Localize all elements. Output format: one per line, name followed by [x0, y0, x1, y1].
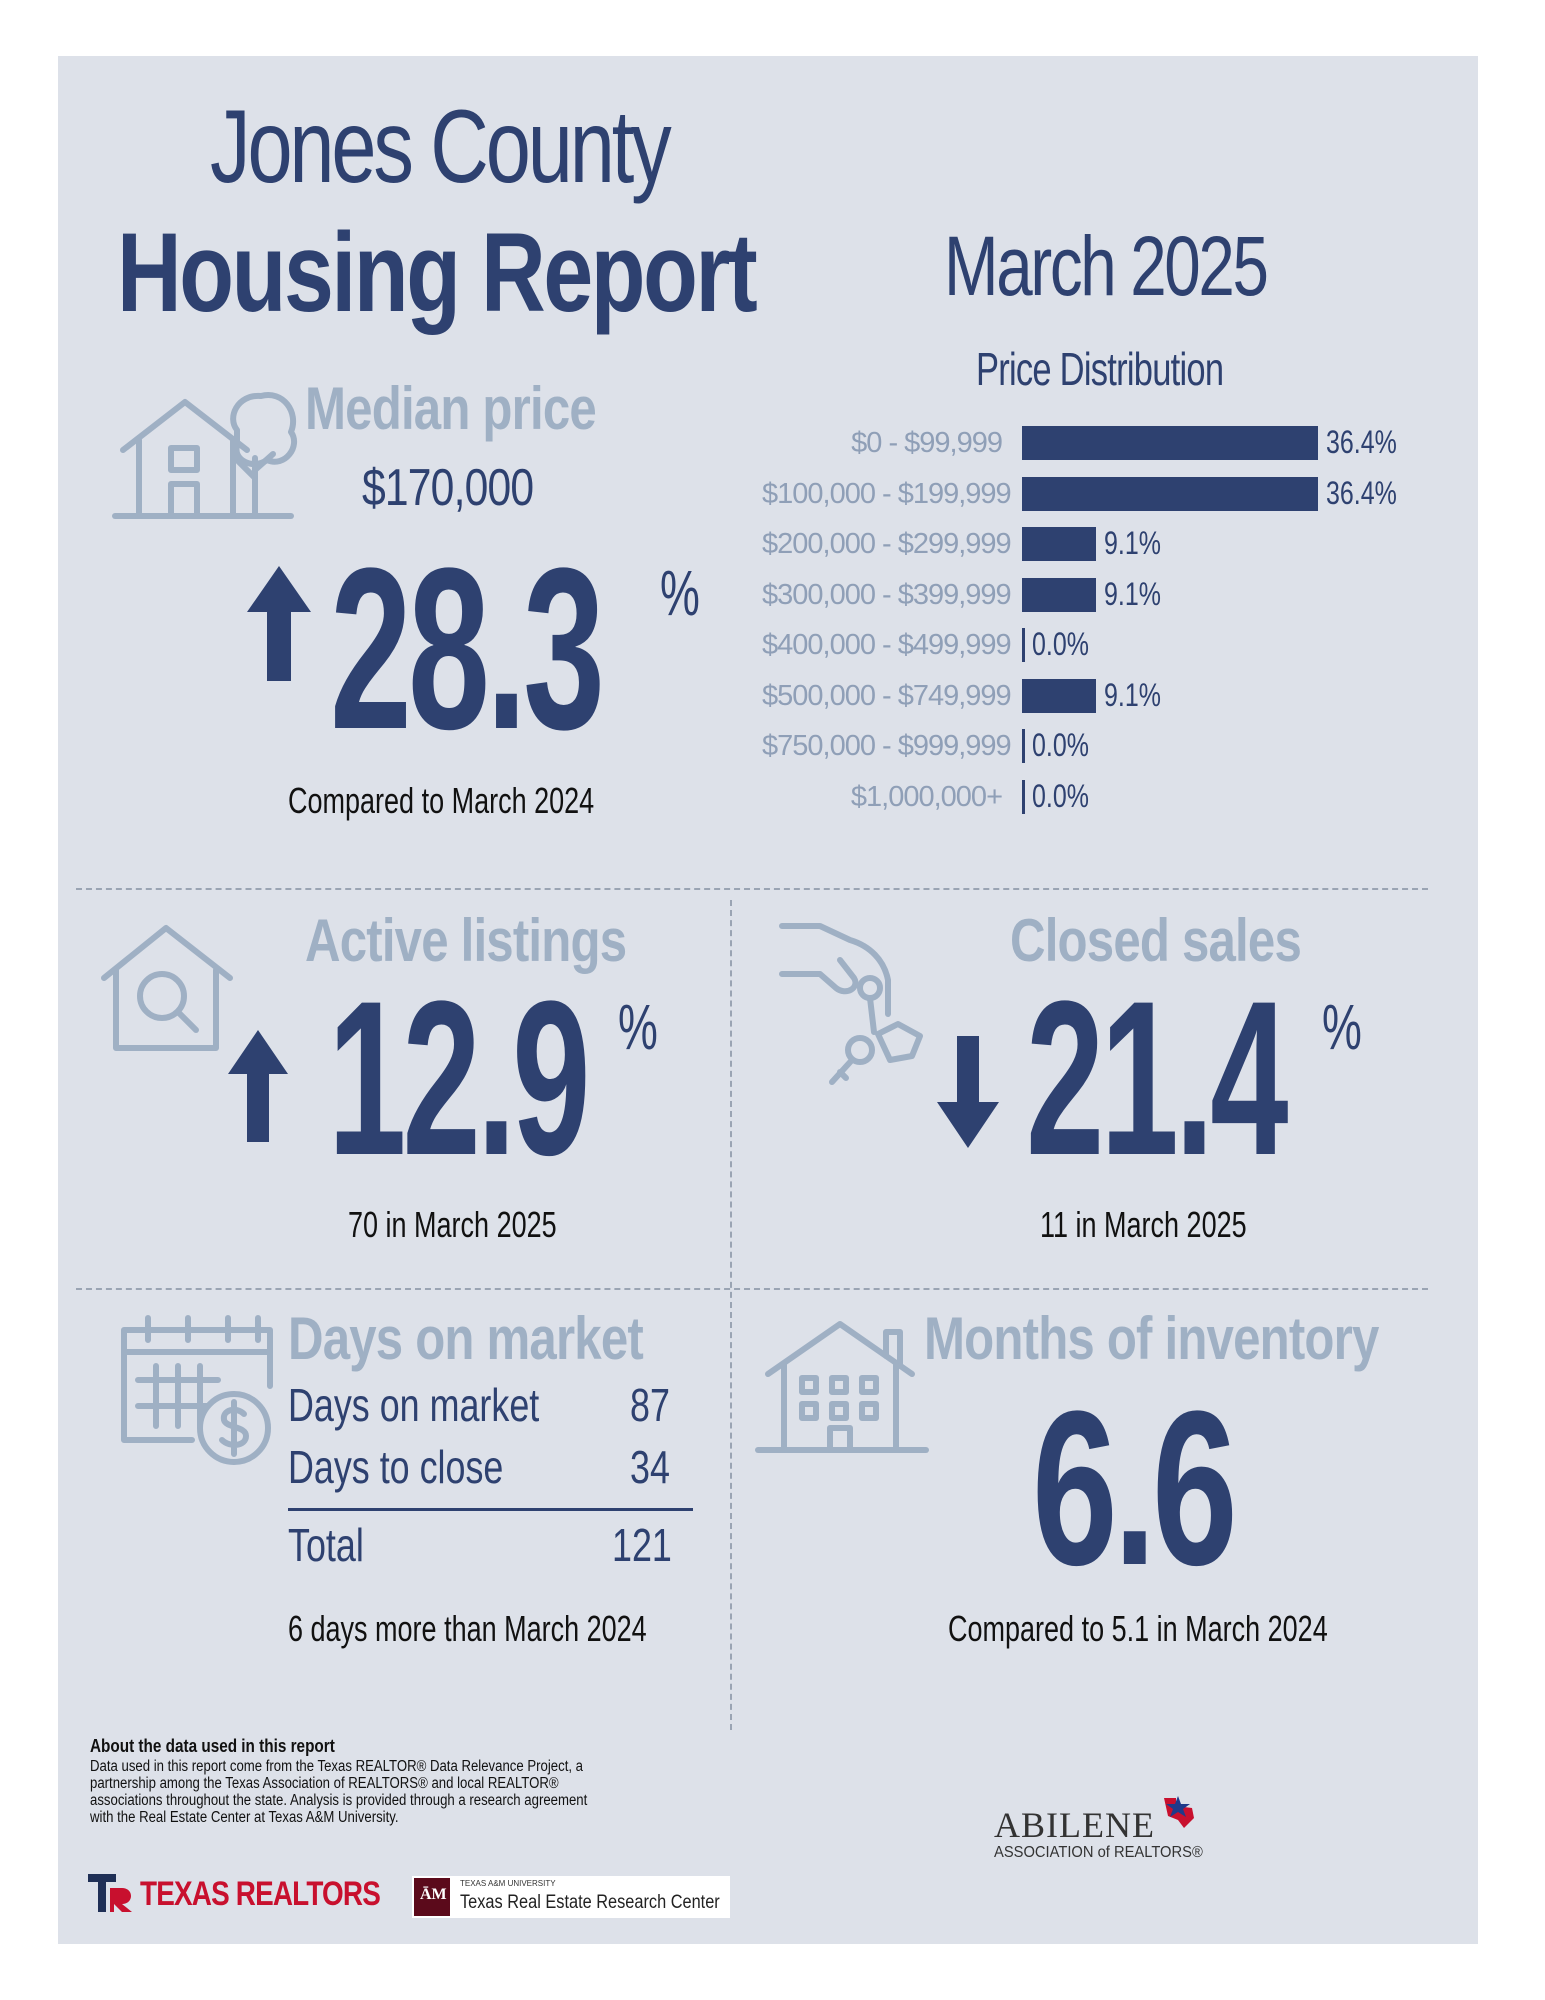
price-bin-bar: [1022, 527, 1096, 561]
arrow-up-icon: [247, 566, 311, 681]
house-tree-icon: [112, 392, 298, 519]
price-bin-value: 9.1%: [1104, 676, 1161, 713]
closed-pct-symbol: %: [1322, 991, 1362, 1063]
price-bin-label: $400,000 - $499,999: [762, 629, 1012, 661]
about-text: Data used in this report come from the T…: [90, 1758, 588, 1826]
price-bin-bar: [1022, 729, 1025, 763]
active-listings-note: 70 in March 2025: [348, 1204, 557, 1245]
active-pct-symbol: %: [618, 991, 658, 1063]
report-period: March 2025: [944, 219, 1269, 313]
median-pct-symbol: %: [660, 557, 700, 629]
hand-keys-icon: [779, 923, 923, 1085]
dom-row-label-1: Days on market: [288, 1379, 540, 1431]
median-price-change: 28.3: [330, 520, 605, 777]
divider-middle: [76, 1288, 1428, 1290]
closed-sales-note: 11 in March 2025: [1040, 1204, 1247, 1245]
price-bin-bar: [1022, 476, 1318, 511]
texas-realtors-mark-icon: [88, 1874, 132, 1912]
arrow-up-icon: [228, 1030, 288, 1142]
price-bin-label: $0 - $99,999: [851, 427, 1003, 459]
price-bin-bar: [1022, 577, 1096, 612]
median-price-note: Compared to March 2024: [288, 780, 595, 821]
price-bin-label: $100,000 - $199,999: [762, 477, 1012, 510]
dom-row-label-2: Days to close: [288, 1441, 504, 1493]
price-bin-value: 9.1%: [1104, 525, 1161, 561]
abilene-logo: ABILENE ASSOCIATION of REALTORS®: [994, 1796, 1221, 1862]
title-report: Housing Report: [117, 210, 758, 335]
median-price-value: $170,000: [362, 459, 534, 517]
price-bin-value: 0.0%: [1032, 727, 1089, 763]
median-price-heading: Median price: [305, 375, 597, 442]
active-listings-heading: Active listings: [305, 907, 627, 974]
price-bin-bar: [1022, 426, 1318, 460]
price-bin-label: $500,000 - $749,999: [762, 679, 1012, 712]
months-inventory-heading: Months of inventory: [924, 1305, 1379, 1372]
tamu-mark-icon: ĀM: [414, 1878, 450, 1916]
dom-total-rule: [288, 1508, 693, 1511]
report-panel: [58, 56, 1478, 1944]
days-on-market-note: 6 days more than March 2024: [288, 1608, 647, 1649]
about-heading: About the data used in this report: [90, 1736, 335, 1756]
house-building-icon: [755, 1321, 929, 1453]
price-bin-bar: [1022, 628, 1025, 662]
price-bin-label: $750,000 - $999,999: [762, 730, 1012, 762]
price-distribution-heading: Price Distribution: [976, 343, 1224, 395]
price-bin-label: $200,000 - $299,999: [762, 528, 1012, 560]
days-on-market-heading: Days on market: [288, 1305, 644, 1372]
tamu-logo: ĀM TEXAS A&M UNIVERSITY Texas Real Estat…: [412, 1876, 730, 1918]
dom-total-value: 121: [612, 1519, 672, 1571]
price-bin-label: $1,000,000+: [850, 780, 1003, 813]
closed-sales-change: 21.4: [1026, 955, 1289, 1201]
price-bin-bar: [1022, 678, 1096, 713]
divider-vertical: [730, 900, 732, 1730]
active-listings-change: 12.9: [328, 955, 591, 1201]
texas-realtors-logo: TEXAS REALTORS: [88, 1874, 433, 1914]
months-inventory-note: Compared to 5.1 in March 2024: [948, 1608, 1328, 1649]
price-bin-value: 9.1%: [1104, 575, 1161, 612]
price-bin-value: 0.0%: [1032, 626, 1089, 662]
divider-top: [76, 888, 1428, 890]
months-inventory-value: 6.6: [1032, 1365, 1238, 1611]
calendar-dollar-icon: [121, 1315, 273, 1465]
texas-star-icon: [1164, 1796, 1194, 1828]
dom-row-value-2: 34: [630, 1441, 670, 1493]
closed-sales-heading: Closed sales: [1010, 907, 1302, 974]
price-bin-value: 0.0%: [1032, 777, 1089, 814]
arrow-down-icon: [937, 1036, 999, 1148]
dom-row-value-1: 87: [630, 1379, 670, 1431]
title-county: Jones County: [210, 89, 672, 205]
house-search-icon: [101, 925, 233, 1051]
price-bin-value: 36.4%: [1326, 474, 1397, 511]
price-bin-bar: [1022, 779, 1025, 814]
dom-total-label: Total: [288, 1519, 364, 1571]
price-bin-value: 36.4%: [1326, 424, 1397, 460]
price-bin-label: $300,000 - $399,999: [762, 578, 1012, 611]
